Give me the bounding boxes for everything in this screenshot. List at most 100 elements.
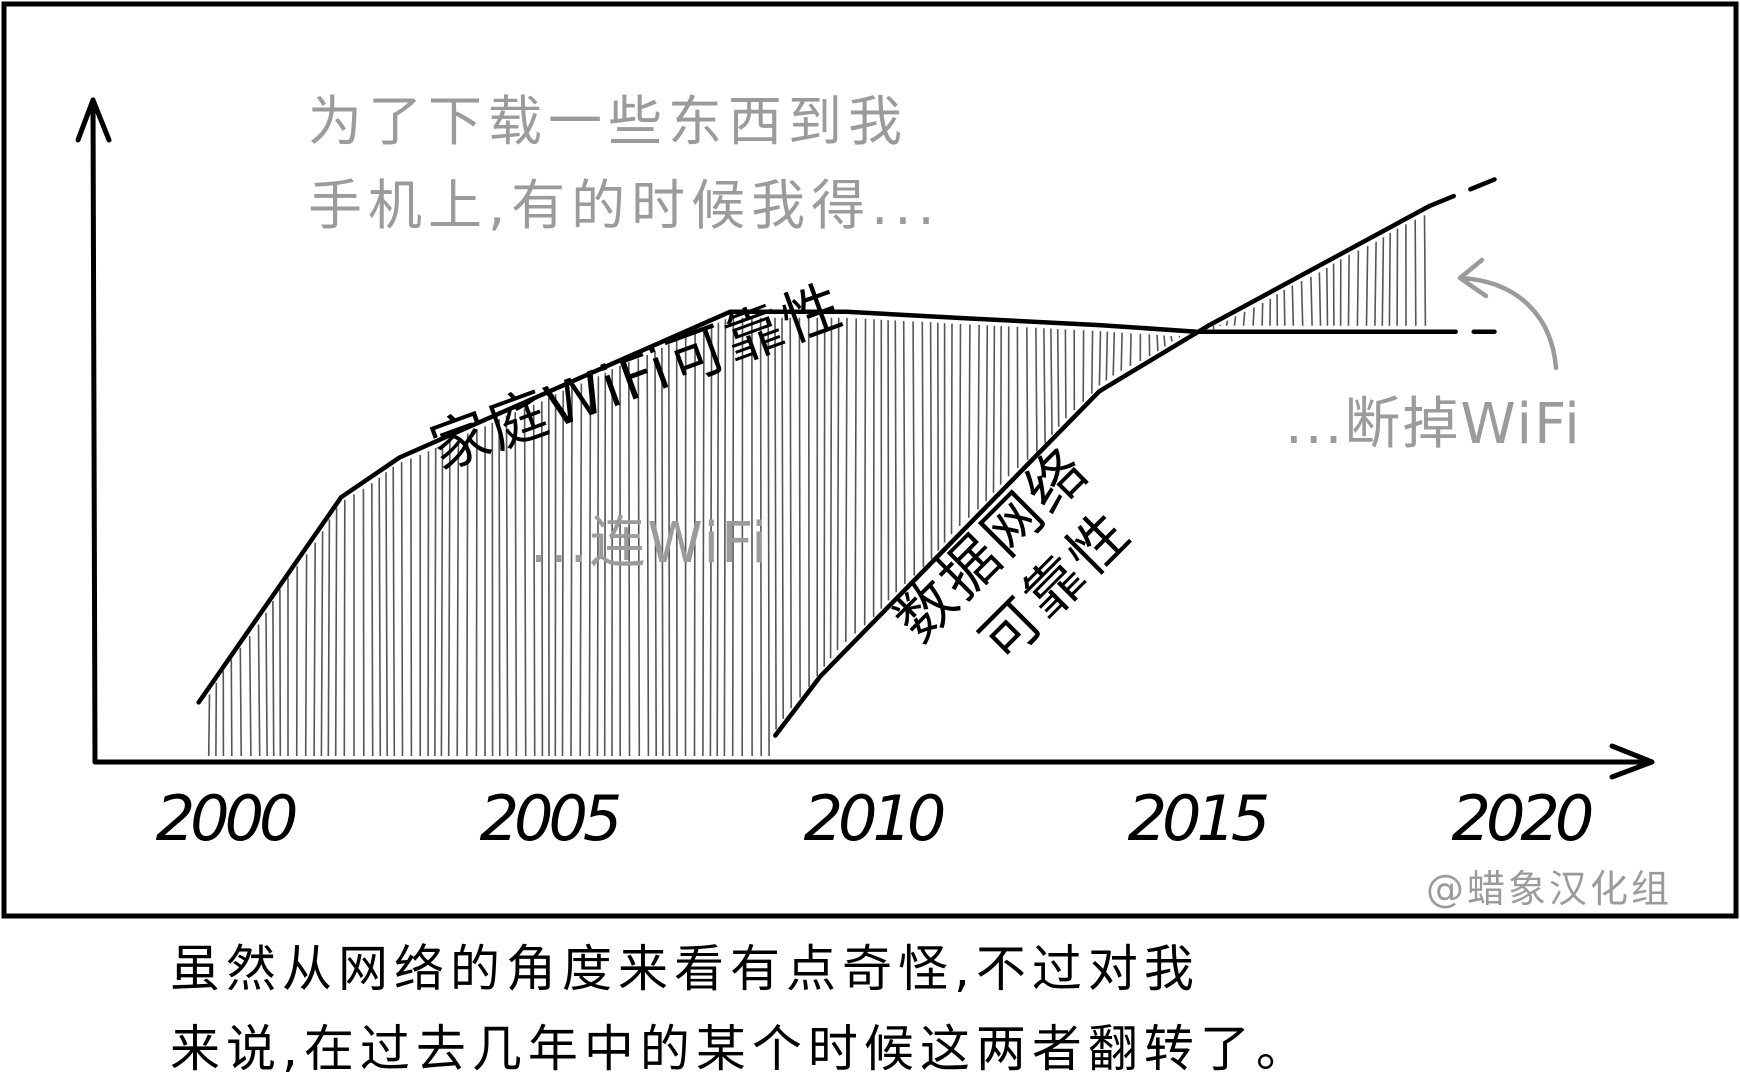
wifi-hatch-line <box>265 612 268 757</box>
wifi-hatch-line <box>1098 331 1102 386</box>
wifi-hatch-line <box>767 317 770 757</box>
wifi-hatch-line <box>646 354 650 757</box>
x-tick-label: 2000 <box>156 782 296 855</box>
wifi-hatch-line <box>798 317 801 698</box>
wifi-hatch-line <box>465 433 469 757</box>
wifi-hatch-line <box>475 429 478 757</box>
data-hatch-line <box>1414 219 1417 326</box>
x-tick-label: 2020 <box>1452 782 1592 855</box>
caption-line-1: 虽然从网络的角度来看有点奇怪,不过对我 <box>170 940 1200 998</box>
data-hatch-line <box>1242 311 1246 326</box>
wifi-hatch-line <box>440 444 444 757</box>
wifi-hatch-line <box>588 379 592 757</box>
wifi-hatch-line <box>912 321 916 576</box>
wifi-hatch-line <box>693 333 696 757</box>
wifi-hatch-line <box>929 322 933 560</box>
caption-line-2: 来说,在过去几年中的某个时候这两者翻转了。 <box>170 1020 1312 1078</box>
intro-line-2: 手机上,有的时候我得... <box>308 174 941 237</box>
wifi-hatch-line <box>863 318 867 626</box>
data-hatch-line <box>1233 316 1237 326</box>
wifi-hatch-line <box>1056 328 1060 427</box>
wifi-reliability-label: 家庭WiFi可靠性 <box>422 271 854 483</box>
wifi-hatch-line <box>1050 328 1053 435</box>
wifi-hatch-line <box>829 317 833 659</box>
wifi-hatch-line <box>498 419 501 757</box>
wifi-hatch-line <box>958 323 962 527</box>
data-hatch-line <box>1300 281 1304 326</box>
y-axis-arrowhead <box>75 97 112 143</box>
wifi-hatch-line <box>514 412 518 757</box>
wifi-hatch-line <box>295 566 299 757</box>
wifi-hatch-line <box>921 321 925 568</box>
data-hatch-line <box>1310 276 1313 326</box>
data-hatch-line <box>1291 285 1295 326</box>
wifi-hatch-line <box>977 324 980 510</box>
wifi-hatch-line <box>774 317 777 730</box>
wifi-hatch-line <box>854 318 858 634</box>
wifi-hatch-line <box>447 440 451 757</box>
wifi-hatch-line <box>370 483 374 757</box>
wifi-hatch-line <box>759 317 763 757</box>
wifi-hatch-line <box>992 325 996 493</box>
data-hatch-line <box>1225 320 1229 326</box>
wifi-hatch-line <box>781 317 785 719</box>
wifi-hatch-line <box>392 466 396 757</box>
wifi-hatch-line <box>1156 334 1159 352</box>
wifi-hatch-line <box>239 647 242 757</box>
curved-arrow-head-icon <box>1457 257 1489 299</box>
wifi-hatch-line <box>1112 332 1116 376</box>
wifi-hatch-line <box>894 320 898 593</box>
data-hatch-line <box>1283 289 1286 326</box>
wifi-hatch-line <box>505 415 509 757</box>
wifi-hatch-line <box>667 344 671 757</box>
y-axis <box>90 97 98 765</box>
wifi-hatch-line <box>1064 329 1067 419</box>
wifi-hatch-line <box>257 624 261 757</box>
panel-border <box>1 1 1739 919</box>
wifi-hatch-line <box>570 387 573 757</box>
wifi-hatch-line <box>1120 332 1123 371</box>
wifi-reliability-line <box>196 309 1432 705</box>
wifi-hatch-line <box>343 499 346 757</box>
wifi-hatch-line <box>836 317 840 651</box>
data-hatch-line <box>1219 324 1222 327</box>
data-reliability-projection <box>1427 177 1497 209</box>
disconnect-wifi-annotation: ...断掉WiFi <box>1285 392 1582 457</box>
wifi-hatch-line <box>434 447 437 757</box>
wifi-hatch-line <box>327 519 331 757</box>
wifi-hatch-line <box>230 659 233 757</box>
wifi-hatch-line <box>716 322 720 757</box>
data-hatch-line <box>1388 232 1391 326</box>
wifi-hatch-line <box>789 317 793 709</box>
x-tick-label: 2005 <box>480 782 620 855</box>
wifi-hatch-line <box>1129 333 1132 366</box>
wifi-hatch-line <box>272 601 275 757</box>
wifi-hatch-line <box>1170 335 1173 342</box>
x-tick-label: 2010 <box>804 782 944 855</box>
wifi-hatch-line <box>400 462 404 757</box>
data-advantage-hatching <box>1212 215 1427 330</box>
wifi-hatch-line <box>579 383 583 757</box>
wifi-hatch-line <box>1105 331 1109 381</box>
wifi-hatch-line <box>661 347 664 757</box>
wifi-hatch-line <box>596 376 600 757</box>
wifi-hatch-line <box>603 372 607 757</box>
credit-text: @蜡象汉化组 <box>1426 867 1672 911</box>
wifi-hatch-line <box>313 542 317 757</box>
data-hatch-line <box>1252 307 1255 326</box>
wifi-hatch-line <box>334 507 338 757</box>
data-hatch-line <box>1381 237 1385 326</box>
wifi-hatch-line <box>731 317 735 757</box>
wifi-advantage-hatching <box>207 317 1180 757</box>
wifi-hatch-line <box>248 636 252 757</box>
wifi-hatch-line <box>1035 327 1038 452</box>
wifi-hatch-line <box>1091 330 1094 394</box>
wifi-hatch-line <box>532 404 536 757</box>
wifi-hatch-line <box>936 322 940 551</box>
data-hatch-line <box>1374 241 1377 326</box>
intro-line-1: 为了下载一些东西到我 <box>308 90 908 153</box>
wifi-hatch-line <box>378 477 382 757</box>
wifi-hatch-line <box>844 317 848 642</box>
wifi-hatch-line <box>540 401 544 757</box>
